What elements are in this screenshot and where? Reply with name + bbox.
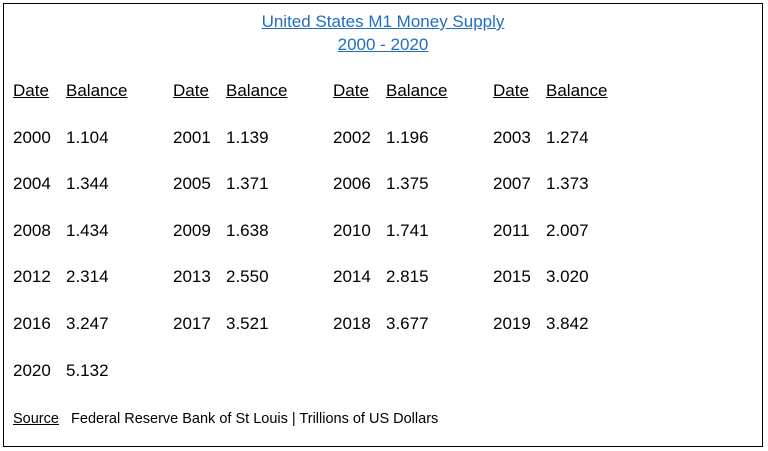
- balance-cell: 1.371: [226, 174, 269, 193]
- year-cell: 2014: [333, 267, 371, 286]
- year-cell: 2010: [333, 221, 371, 240]
- source-line: Source Federal Reserve Bank of St Louis …: [13, 411, 438, 427]
- year-cell: 2001: [173, 128, 211, 147]
- balance-cell: 1.434: [66, 221, 109, 240]
- header-date: Date: [13, 81, 49, 100]
- balance-cell: 1.139: [226, 128, 269, 147]
- year-cell: 2011: [493, 221, 530, 240]
- header-balance: Balance: [226, 81, 288, 100]
- balance-cell: 1.375: [386, 174, 429, 193]
- year-cell: 2018: [333, 314, 371, 333]
- balance-cell: 3.677: [386, 314, 429, 333]
- title-line-1: United States M1 Money Supply: [261, 12, 505, 31]
- header-date: Date: [493, 81, 529, 100]
- year-cell: 2005: [173, 174, 211, 193]
- header-balance: Balance: [546, 81, 608, 100]
- document-frame: United States M1 Money Supply 2000 - 202…: [3, 3, 763, 447]
- title-line-2: 2000 - 2020: [337, 35, 429, 54]
- header-date: Date: [333, 81, 369, 100]
- balance-cell: 3.247: [66, 314, 109, 333]
- year-cell: 2017: [173, 314, 211, 333]
- year-cell: 2000: [13, 128, 51, 147]
- year-cell: 2019: [493, 314, 531, 333]
- year-cell: 2013: [173, 267, 211, 286]
- balance-cell: 2.550: [226, 267, 269, 286]
- balance-cell: 1.344: [66, 174, 109, 193]
- year-cell: 2006: [333, 174, 371, 193]
- year-cell: 2007: [493, 174, 531, 193]
- balance-cell: 2.815: [386, 267, 429, 286]
- header-balance: Balance: [386, 81, 448, 100]
- balance-cell: 3.020: [546, 267, 589, 286]
- year-cell: 2012: [13, 267, 51, 286]
- balance-cell: 1.741: [386, 221, 429, 240]
- balance-cell: 5.132: [66, 361, 109, 380]
- balance-cell: 3.842: [546, 314, 589, 333]
- source-text: Federal Reserve Bank of St Louis | Trill…: [71, 411, 439, 427]
- year-cell: 2009: [173, 221, 211, 240]
- year-cell: 2003: [493, 128, 531, 147]
- balance-cell: 1.638: [226, 221, 269, 240]
- source-label: Source: [13, 411, 59, 427]
- balance-cell: 2.007: [546, 221, 589, 240]
- header-balance: Balance: [66, 81, 128, 100]
- year-cell: 2008: [13, 221, 51, 240]
- header-date: Date: [173, 81, 209, 100]
- year-cell: 2004: [13, 174, 51, 193]
- balance-cell: 2.314: [66, 267, 109, 286]
- balance-cell: 1.104: [66, 128, 109, 147]
- year-cell: 2020: [13, 361, 51, 380]
- balance-cell: 3.521: [226, 314, 269, 333]
- year-cell: 2002: [333, 128, 371, 147]
- balance-cell: 1.196: [386, 128, 429, 147]
- year-cell: 2016: [13, 314, 51, 333]
- balance-cell: 1.274: [546, 128, 589, 147]
- balance-cell: 1.373: [546, 174, 589, 193]
- year-cell: 2015: [493, 267, 531, 286]
